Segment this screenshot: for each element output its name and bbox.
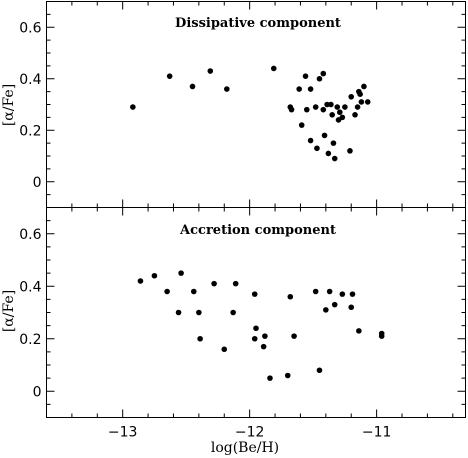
data-point bbox=[331, 301, 338, 308]
y-tick-label: 0.2 bbox=[19, 332, 41, 348]
data-point bbox=[137, 278, 144, 284]
data-point bbox=[166, 73, 173, 79]
dissipative-y-axis-label: [α/Fe] bbox=[1, 84, 17, 126]
data-point bbox=[207, 68, 214, 74]
y-tick-label: 0.2 bbox=[19, 123, 41, 139]
accretion-y-axis-label: [α/Fe] bbox=[1, 290, 17, 332]
data-point bbox=[330, 140, 337, 146]
data-point bbox=[357, 91, 363, 97]
y-tick-label: 0.6 bbox=[19, 227, 41, 243]
data-point bbox=[298, 122, 305, 128]
data-point bbox=[361, 83, 367, 90]
data-point bbox=[312, 104, 319, 110]
data-point bbox=[164, 288, 170, 295]
data-point bbox=[130, 104, 136, 110]
dissipative-y-tick-labels: 0 0.2 0.4 0.6 bbox=[19, 20, 41, 191]
data-point bbox=[251, 335, 258, 342]
dissipative-data-points bbox=[130, 65, 371, 162]
dissipative-axis-ticks bbox=[46, 1, 466, 208]
data-point bbox=[323, 307, 329, 313]
data-point bbox=[316, 75, 323, 82]
data-point bbox=[349, 291, 356, 297]
data-point bbox=[339, 114, 346, 121]
accretion-y-tick-labels: 0 0.2 0.4 0.6 bbox=[19, 227, 41, 401]
accretion-plot-frame bbox=[46, 207, 466, 418]
accretion-axis-ticks bbox=[46, 207, 466, 418]
data-point bbox=[312, 288, 319, 295]
data-point bbox=[326, 288, 333, 295]
data-point bbox=[314, 145, 320, 152]
data-point bbox=[262, 333, 268, 339]
data-point bbox=[151, 272, 158, 279]
x-tick-label: −12 bbox=[235, 425, 265, 441]
data-point bbox=[291, 333, 297, 339]
data-point bbox=[284, 372, 291, 379]
data-point bbox=[378, 333, 385, 339]
y-tick-label: 0.4 bbox=[19, 72, 41, 88]
data-point bbox=[364, 99, 371, 105]
data-point bbox=[316, 367, 323, 374]
y-tick-label: 0.6 bbox=[19, 20, 41, 36]
y-tick-label: 0.4 bbox=[19, 279, 41, 295]
data-point bbox=[175, 309, 182, 316]
data-point bbox=[197, 335, 203, 342]
y-tick-label: 0 bbox=[33, 384, 42, 400]
data-point bbox=[348, 93, 355, 100]
data-point bbox=[356, 328, 362, 334]
data-point bbox=[352, 112, 358, 118]
data-point bbox=[287, 293, 294, 300]
data-point bbox=[232, 280, 239, 287]
accretion-x-tick-labels: −13 −12 −11 bbox=[108, 425, 391, 441]
data-point bbox=[339, 291, 346, 297]
dissipative-plot-frame bbox=[46, 1, 466, 208]
data-point bbox=[267, 375, 273, 381]
data-point bbox=[348, 304, 355, 311]
data-point bbox=[307, 86, 314, 92]
x-tick-label: −11 bbox=[362, 425, 392, 441]
data-point bbox=[260, 343, 267, 350]
data-point bbox=[321, 132, 328, 139]
data-point bbox=[325, 150, 332, 157]
dissipative-panel: Dissipative component [α/Fe] 0 0.2 0.4 0.6 bbox=[1, 1, 466, 208]
data-point bbox=[354, 104, 361, 110]
data-point bbox=[302, 73, 309, 79]
x-tick-label: −13 bbox=[108, 425, 138, 441]
data-point bbox=[189, 83, 196, 90]
data-point bbox=[288, 106, 295, 113]
data-point bbox=[328, 101, 334, 108]
data-point bbox=[221, 346, 228, 353]
y-tick-label: 0 bbox=[33, 175, 42, 191]
data-point bbox=[211, 280, 217, 287]
data-point bbox=[331, 155, 338, 162]
data-point bbox=[337, 109, 343, 116]
data-point bbox=[190, 288, 197, 295]
data-point bbox=[329, 112, 335, 118]
data-point bbox=[251, 291, 258, 297]
data-point bbox=[320, 70, 327, 77]
data-point bbox=[307, 137, 314, 144]
dissipative-panel-title: Dissipative component bbox=[175, 16, 341, 31]
data-point bbox=[196, 309, 202, 316]
data-point bbox=[270, 65, 277, 72]
data-point bbox=[178, 270, 184, 276]
data-point bbox=[334, 104, 341, 110]
data-point bbox=[303, 106, 310, 113]
data-point bbox=[253, 325, 259, 332]
x-axis-label: log(Be/H) bbox=[211, 440, 279, 456]
data-point bbox=[296, 86, 302, 92]
accretion-panel: Accretion component [α/Fe] 0 0.2 0.4 0.6 −1… bbox=[1, 207, 466, 456]
data-point bbox=[358, 99, 365, 105]
accretion-data-points bbox=[137, 270, 385, 381]
data-point bbox=[224, 86, 230, 92]
data-point bbox=[342, 104, 348, 110]
accretion-panel-title: Accretion component bbox=[179, 223, 336, 238]
data-point bbox=[230, 309, 236, 316]
data-point bbox=[320, 106, 327, 113]
data-point bbox=[347, 148, 353, 154]
